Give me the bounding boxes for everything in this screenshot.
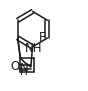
Text: H: H [20, 67, 28, 77]
Text: F: F [39, 31, 45, 44]
Text: O: O [11, 60, 20, 73]
Text: NH: NH [25, 41, 42, 55]
Text: N: N [19, 62, 28, 75]
